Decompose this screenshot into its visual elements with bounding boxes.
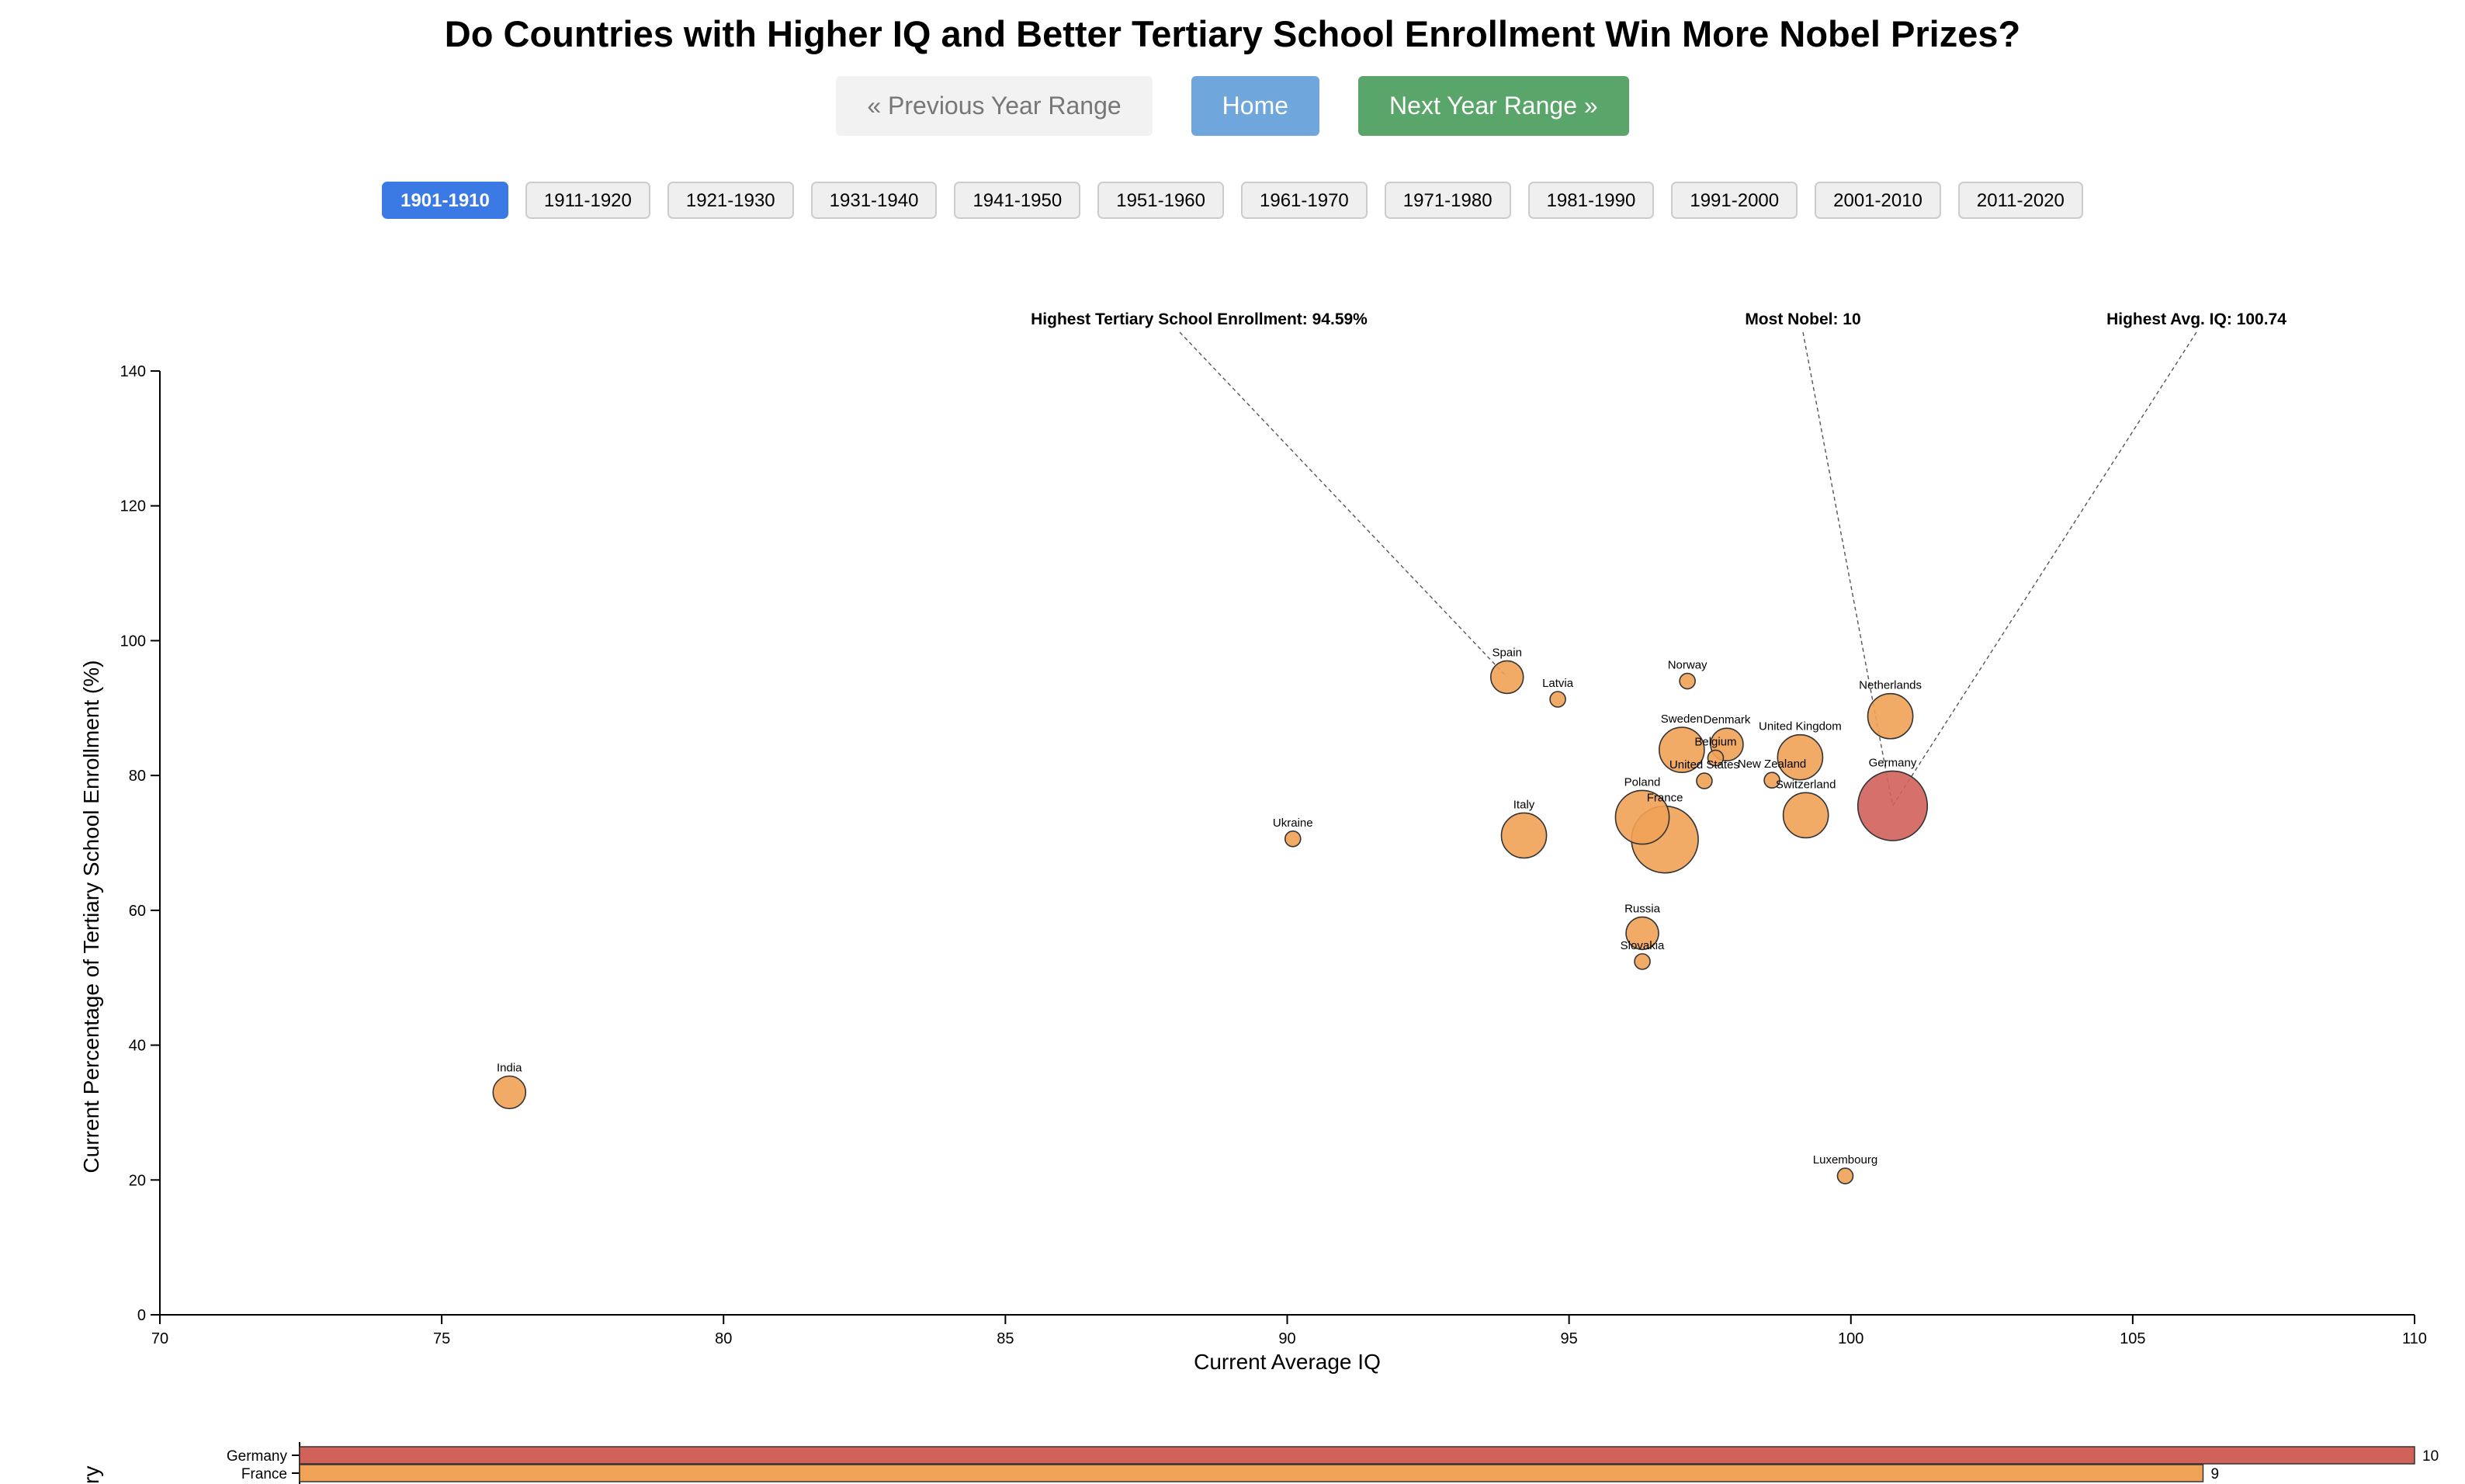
nobel-bar-chart: ntry Germany 10 France 9 <box>79 1442 2439 1484</box>
point-label-spain: Spain <box>1493 646 1522 659</box>
data-point-spain[interactable] <box>1489 660 1524 695</box>
data-point-new-zealand[interactable] <box>1763 771 1780 789</box>
data-point-india[interactable] <box>492 1075 527 1110</box>
x-tick-label: 80 <box>715 1330 732 1347</box>
point-label-italy: Italy <box>1513 798 1535 811</box>
point-label-united-states: United States <box>1669 758 1739 771</box>
year-range-button-2001-2010[interactable]: 2001-2010 <box>1815 182 1941 219</box>
bar-value-germany: 10 <box>2422 1448 2439 1465</box>
annotations: Highest Tertiary School Enrollment: 94.5… <box>1031 310 2286 806</box>
data-point-slovakia[interactable] <box>1634 953 1651 970</box>
point-label-new-zealand: New Zealand <box>1738 758 1806 771</box>
home-button[interactable]: Home <box>1191 76 1320 136</box>
annotation-label: Most Nobel: 10 <box>1745 310 1860 328</box>
y-tick-label: 140 <box>120 363 146 380</box>
y-tick-label: 40 <box>129 1038 146 1055</box>
previous-year-range-button[interactable]: « Previous Year Range <box>836 76 1153 136</box>
x-tick-label: 85 <box>997 1330 1014 1347</box>
x-tick-label: 110 <box>2402 1330 2427 1347</box>
y-tick-label: 80 <box>129 768 146 785</box>
point-label-switzerland: Switzerland <box>1776 778 1836 791</box>
data-point-poland[interactable] <box>1614 789 1670 845</box>
y-axis-ticks: 0 20 40 60 80 100 120 140 <box>120 363 160 1324</box>
data-point-norway[interactable] <box>1679 672 1696 690</box>
point-label-denmark: Denmark <box>1704 713 1751 726</box>
data-point-latvia[interactable] <box>1549 691 1566 708</box>
data-point-luxembourg[interactable] <box>1836 1167 1854 1184</box>
year-range-button-1961-1970[interactable]: 1961-1970 <box>1241 182 1368 219</box>
year-range-button-1931-1940[interactable]: 1931-1940 <box>810 182 938 219</box>
data-point-united-states[interactable] <box>1696 772 1713 789</box>
annotation-label: Highest Tertiary School Enrollment: 94.5… <box>1031 310 1368 328</box>
x-axis-title: Current Average IQ <box>1194 1350 1381 1374</box>
page-title: Do Countries with Higher IQ and Better T… <box>444 13 2021 54</box>
data-point-switzerland[interactable] <box>1782 792 1829 839</box>
point-label-norway: Norway <box>1668 659 1707 672</box>
scatter-chart: 70 75 80 85 90 95 100 105 110 0 20 40 60 80 100 120 140… <box>79 310 2427 1374</box>
bars: Germany 10 France 9 <box>227 1446 2439 1482</box>
data-point-germany[interactable] <box>1857 770 1929 841</box>
year-range-button-1941-1950[interactable]: 1941-1950 <box>954 182 1081 219</box>
y-tick-label: 120 <box>120 498 146 515</box>
data-point-sweden[interactable] <box>1659 726 1705 773</box>
year-range-button-1901-1910[interactable]: 1901-1910 <box>382 182 508 219</box>
annotation-label: Highest Avg. IQ: 100.74 <box>2106 310 2286 328</box>
year-range-button-1971-1980[interactable]: 1971-1980 <box>1384 182 1511 219</box>
annotation-leader-line <box>1179 331 1508 678</box>
y-tick-label: 0 <box>137 1307 146 1324</box>
point-label-luxembourg: Luxembourg <box>1813 1153 1877 1167</box>
year-range-selector: 1901-1910 1911-1920 1921-1930 1931-1940 … <box>0 182 2465 219</box>
point-label-france: France <box>1647 792 1683 805</box>
year-range-button-1981-1990[interactable]: 1981-1990 <box>1527 182 1655 219</box>
data-point-netherlands[interactable] <box>1867 692 1914 740</box>
x-tick-label: 70 <box>151 1330 168 1347</box>
y-tick-label: 60 <box>129 903 146 920</box>
point-label-india: India <box>497 1061 522 1074</box>
point-label-netherlands: Netherlands <box>1859 679 1922 692</box>
bar-category-france: France <box>241 1466 287 1482</box>
year-range-button-1911-1920[interactable]: 1911-1920 <box>525 182 650 219</box>
data-point-russia[interactable] <box>1625 916 1659 951</box>
y-axis-title: Current Percentage of Tertiary School En… <box>79 661 103 1174</box>
point-label-latvia: Latvia <box>1542 677 1574 690</box>
bar-france[interactable] <box>299 1464 2204 1482</box>
data-point-ukraine[interactable] <box>1284 830 1302 848</box>
year-navigation: « Previous Year Range Home Next Year Ran… <box>0 76 2465 136</box>
point-label-russia: Russia <box>1624 902 1661 915</box>
x-tick-label: 100 <box>1838 1330 1863 1347</box>
point-label-ukraine: Ukraine <box>1273 817 1313 830</box>
year-range-button-1951-1960[interactable]: 1951-1960 <box>1097 182 1224 219</box>
point-label-belgium: Belgium <box>1694 736 1736 749</box>
data-point-united-kingdom[interactable] <box>1777 733 1824 781</box>
x-tick-label: 90 <box>1278 1330 1295 1347</box>
year-range-button-2011-2020[interactable]: 2011-2020 <box>1957 182 2083 219</box>
point-label-sweden: Sweden <box>1661 713 1703 726</box>
point-label-germany: Germany <box>1869 756 1917 769</box>
year-range-button-1991-2000[interactable]: 1991-2000 <box>1671 182 1798 219</box>
bar-category-germany: Germany <box>227 1448 288 1465</box>
year-range-button-1921-1930[interactable]: 1921-1930 <box>667 182 794 219</box>
annotation-leader-line <box>1891 331 2197 806</box>
data-point-belgium[interactable] <box>1707 749 1725 767</box>
point-label-united-kingdom: United Kingdom <box>1759 720 1842 733</box>
bar-germany[interactable] <box>299 1446 2415 1465</box>
y-tick-label: 20 <box>129 1172 146 1189</box>
x-tick-label: 75 <box>433 1330 450 1347</box>
data-points <box>492 660 1929 1184</box>
x-tick-label: 105 <box>2120 1330 2145 1347</box>
point-label-slovakia: Slovakia <box>1621 939 1665 952</box>
bar-value-france: 9 <box>2211 1466 2220 1482</box>
data-point-italy[interactable] <box>1500 812 1548 859</box>
point-labels: Spain Latvia Norway Netherlands Sweden Denmar… <box>497 646 1922 1167</box>
point-label-poland: Poland <box>1624 775 1661 789</box>
x-tick-label: 95 <box>1561 1330 1578 1347</box>
next-year-range-button[interactable]: Next Year Range » <box>1358 76 1629 136</box>
bar-y-axis-title: ntry <box>79 1466 103 1484</box>
x-axis-ticks: 70 75 80 85 90 95 100 105 110 <box>151 1315 2427 1347</box>
y-tick-label: 100 <box>120 633 146 650</box>
